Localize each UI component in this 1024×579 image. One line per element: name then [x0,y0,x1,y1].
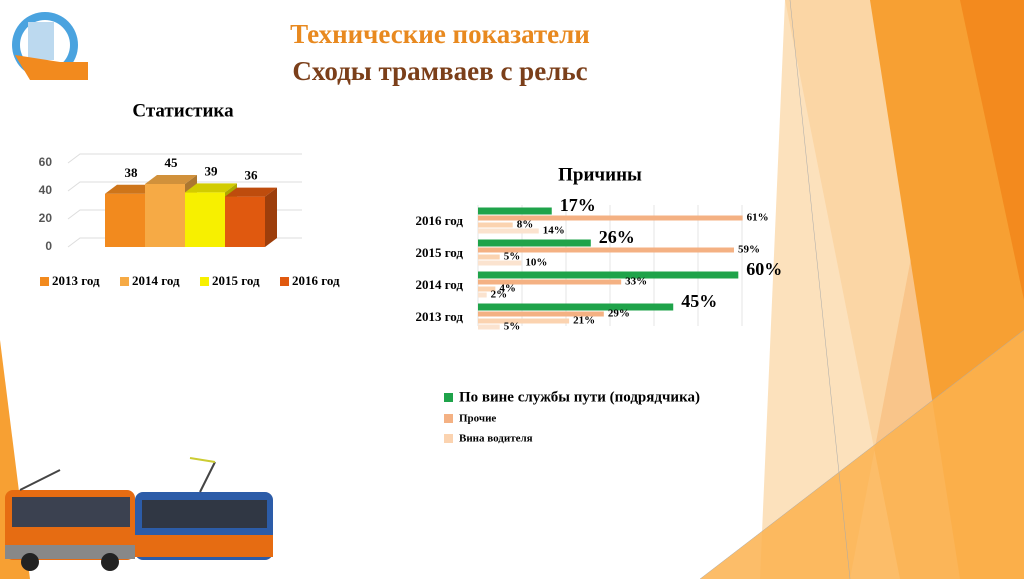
bar [478,279,622,285]
bar [478,318,570,324]
data-label: 39 [205,163,219,178]
bar [478,222,513,228]
slide-subtitle: Сходы трамваев с рельс [292,56,587,86]
bar [478,228,539,234]
bar-top [185,183,237,193]
data-label: 45 [165,155,179,170]
bar [225,196,265,247]
y-tick-label: 0 [45,239,52,253]
data-label: 2% [491,289,508,301]
data-label: 8% [517,219,534,231]
bar [478,239,591,247]
data-label: 38 [125,165,139,180]
legend-label: 2013 год [52,273,100,288]
data-label: 10% [525,257,547,269]
bar [478,260,522,266]
legend-swatch [444,393,453,402]
bar-top [225,187,277,197]
bar-side [265,187,277,247]
legend-swatch [280,277,289,286]
legend-swatch [120,277,129,286]
slide-title: Технические показатели [290,19,590,49]
legend-swatch [40,277,49,286]
chart-title: Причины [558,164,642,185]
bar [478,247,734,253]
bar [478,324,500,330]
bar [478,292,487,298]
legend-label: 2016 год [292,273,340,288]
y-tick-label: 40 [39,183,53,197]
data-label: 29% [608,308,630,320]
bar [145,184,185,247]
data-label: 17% [560,195,596,215]
y-tick-label: 2015 год [415,245,463,260]
logo [12,12,88,80]
legend-swatch [444,414,453,423]
vehicles [5,457,273,571]
bar [478,303,674,311]
data-label: 14% [543,225,565,237]
legend-label: 2015 год [212,273,260,288]
data-label: 36 [245,168,259,183]
bar [478,286,496,292]
legend-label: Вина водителя [459,433,533,445]
y-tick-label: 60 [39,155,53,169]
legend-swatch [200,277,209,286]
data-label: 61% [747,212,769,224]
data-label: 5% [504,321,521,333]
y-tick-label: 2016 год [415,213,463,228]
y-tick-label: 2013 год [415,309,463,324]
bar [105,193,145,247]
data-label: 5% [504,251,521,263]
bar-top [145,175,197,184]
bar [185,192,225,247]
data-label: 45% [681,291,717,311]
bar [478,311,604,317]
bar-top [105,184,157,194]
data-label: 33% [625,276,647,288]
bar [478,271,739,279]
legend-label: 2014 год [132,273,180,288]
legend-label: Прочие [459,413,496,425]
legend-swatch [444,434,453,443]
legend-label: По вине службы пути (подрядчика) [459,389,700,405]
grid-line [67,153,302,164]
data-label: 21% [573,315,595,327]
bar [478,254,500,260]
bar [478,215,743,221]
chart-title: Статистика [132,100,234,121]
y-tick-label: 20 [39,211,53,225]
data-label: 4% [499,283,516,295]
data-label: 59% [738,244,760,256]
bar [478,207,552,215]
data-label: 26% [599,227,635,247]
data-label: 60% [746,259,782,279]
grid-line [67,181,302,192]
y-tick-label: 2014 год [415,277,463,292]
